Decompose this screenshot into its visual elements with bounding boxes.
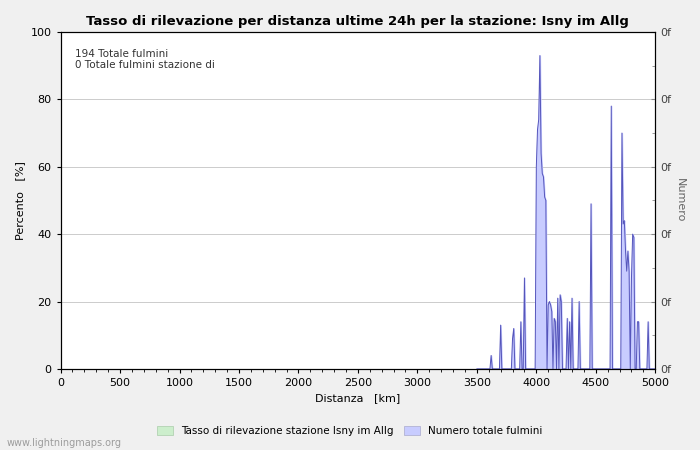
Legend: Tasso di rilevazione stazione Isny im Allg, Numero totale fulmini: Tasso di rilevazione stazione Isny im Al…	[153, 422, 547, 440]
Title: Tasso di rilevazione per distanza ultime 24h per la stazione: Isny im Allg: Tasso di rilevazione per distanza ultime…	[87, 15, 629, 28]
Y-axis label: Numero: Numero	[675, 178, 685, 223]
Text: 194 Totale fulmini
0 Totale fulmini stazione di: 194 Totale fulmini 0 Totale fulmini staz…	[76, 49, 216, 70]
Text: www.lightningmaps.org: www.lightningmaps.org	[7, 437, 122, 447]
X-axis label: Distanza   [km]: Distanza [km]	[315, 393, 400, 404]
Y-axis label: Percento   [%]: Percento [%]	[15, 161, 25, 240]
